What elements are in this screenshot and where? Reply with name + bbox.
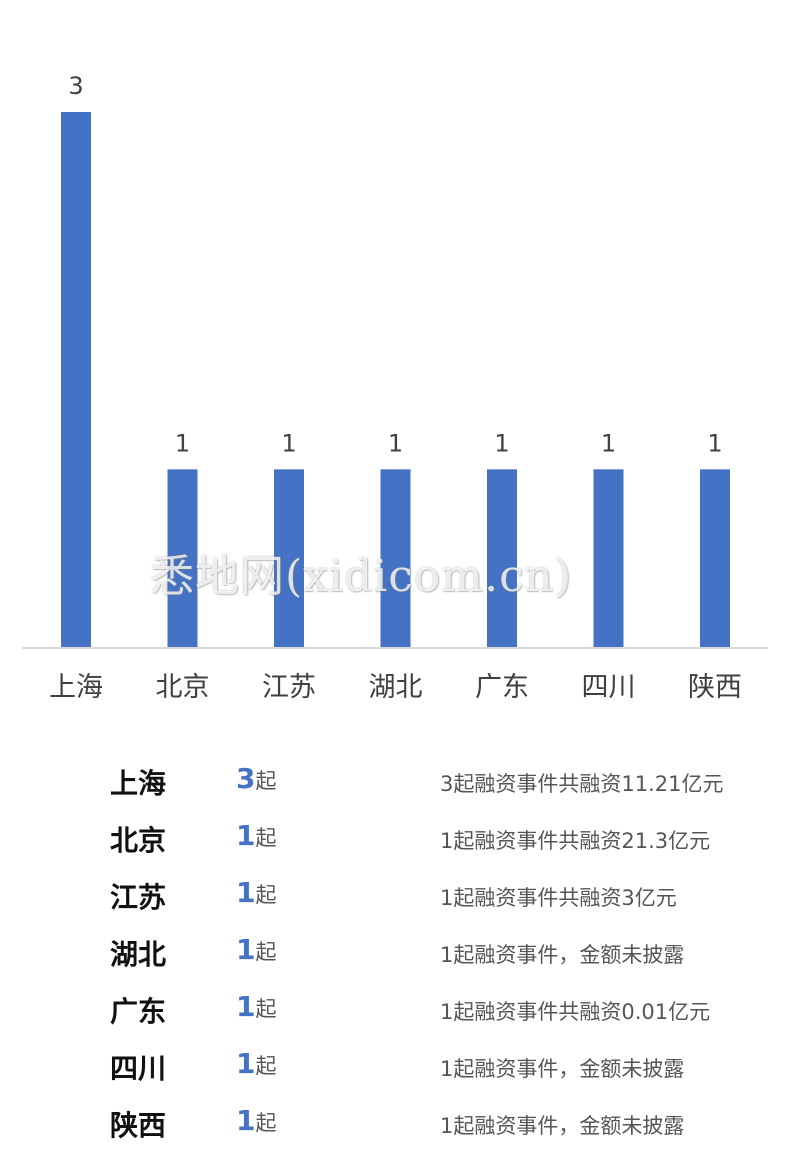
watermark: 悉地网(xidicom.cn) — [150, 551, 573, 602]
data-label: 1 — [388, 429, 403, 457]
count-unit: 起 — [255, 940, 277, 964]
count-unit: 起 — [255, 883, 277, 907]
province-name: 湖北 — [110, 938, 167, 971]
count-unit: 起 — [255, 1054, 277, 1078]
event-count: 3起 — [236, 762, 276, 795]
event-count: 1起 — [236, 876, 276, 909]
category-label: 四川 — [582, 672, 636, 703]
data-label: 1 — [707, 429, 722, 457]
funding-description: 3起融资事件共融资11.21亿元 — [440, 772, 724, 796]
event-count: 1起 — [236, 819, 276, 852]
funding-description: 1起融资事件共融资3亿元 — [440, 886, 677, 910]
summary-row: 江苏 1起 1起融资事件共融资3亿元 — [0, 866, 790, 922]
count-unit: 起 — [255, 997, 277, 1021]
summary-row: 陕西 1起 1起融资事件，金额未披露 — [0, 1094, 790, 1150]
bar-广东 — [487, 469, 517, 648]
funding-description: 1起融资事件，金额未披露 — [440, 1057, 685, 1081]
count-number: 3 — [236, 762, 256, 795]
funding-description: 1起融资事件共融资0.01亿元 — [440, 1000, 711, 1024]
data-label: 1 — [494, 429, 509, 457]
bar-group: 3 上海 1 北京 1 江苏 1 湖北 1 广东 1 四川 1 陕西 — [49, 72, 742, 703]
bar-上海 — [61, 112, 91, 648]
category-label: 湖北 — [369, 672, 423, 703]
category-label: 上海 — [49, 672, 103, 703]
funding-description: 1起融资事件共融资21.3亿元 — [440, 829, 711, 853]
category-label: 北京 — [156, 672, 210, 703]
bar-陕西 — [700, 469, 730, 648]
event-count: 1起 — [236, 933, 276, 966]
bar-四川 — [593, 469, 624, 648]
count-number: 1 — [236, 933, 256, 966]
bar-江苏 — [274, 469, 304, 648]
bar-湖北 — [380, 469, 411, 648]
event-count: 1起 — [236, 1104, 276, 1137]
summary-row: 湖北 1起 1起融资事件，金额未披露 — [0, 923, 790, 979]
summary-row: 广东 1起 1起融资事件共融资0.01亿元 — [0, 980, 790, 1036]
count-unit: 起 — [255, 769, 277, 793]
summary-row: 四川 1起 1起融资事件，金额未披露 — [0, 1037, 790, 1093]
summary-row: 上海 3起 3起融资事件共融资11.21亿元 — [0, 752, 790, 808]
bar-北京 — [167, 469, 198, 648]
summary-row: 北京 1起 1起融资事件共融资21.3亿元 — [0, 809, 790, 865]
count-number: 1 — [236, 990, 256, 1023]
event-count: 1起 — [236, 990, 276, 1023]
province-name: 四川 — [110, 1052, 167, 1085]
category-label: 江苏 — [262, 672, 316, 703]
count-number: 1 — [236, 819, 256, 852]
data-label: 1 — [281, 429, 296, 457]
count-number: 1 — [236, 1047, 256, 1080]
bar-chart: 3 上海 1 北京 1 江苏 1 湖北 1 广东 1 四川 1 陕西 — [22, 72, 768, 703]
category-label: 陕西 — [688, 672, 742, 703]
count-unit: 起 — [255, 826, 277, 850]
count-number: 1 — [236, 1104, 256, 1137]
funding-description: 1起融资事件，金额未披露 — [440, 943, 685, 967]
count-number: 1 — [236, 876, 256, 909]
province-name: 上海 — [110, 767, 167, 800]
data-label: 3 — [68, 72, 83, 100]
province-name: 陕西 — [110, 1109, 167, 1142]
data-label: 1 — [601, 429, 616, 457]
count-unit: 起 — [255, 1111, 277, 1135]
category-label: 广东 — [475, 672, 529, 703]
province-name: 江苏 — [110, 881, 167, 914]
province-name: 北京 — [110, 824, 167, 857]
funding-description: 1起融资事件，金额未披露 — [440, 1114, 685, 1138]
data-label: 1 — [175, 429, 190, 457]
province-name: 广东 — [110, 995, 167, 1028]
event-count: 1起 — [236, 1047, 276, 1080]
